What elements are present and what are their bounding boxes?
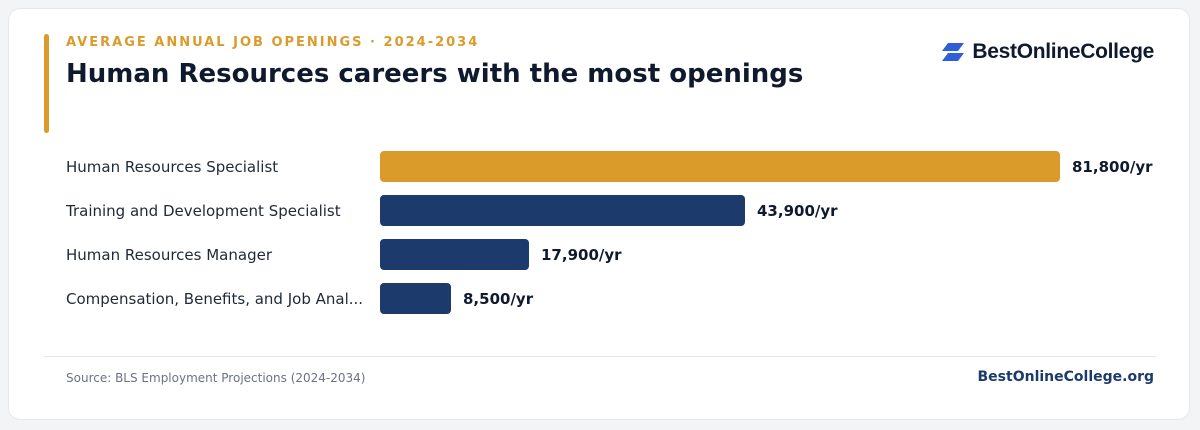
bar-value-label: 8,500/yr	[463, 290, 534, 308]
bar-value-label: 43,900/yr	[757, 202, 838, 220]
bar-category-label: Human Resources Manager	[66, 246, 272, 264]
bar-value-label: 81,800/yr	[1072, 158, 1153, 176]
bar-row: Compensation, Benefits, and Job Anal... 8…	[9, 283, 1191, 315]
bar-value-label: 17,900/yr	[541, 246, 622, 264]
bar-category-label: Human Resources Specialist	[66, 158, 279, 176]
bar-category-label: Training and Development Specialist	[66, 202, 341, 220]
chart-card: AVERAGE ANNUAL JOB OPENINGS · 2024-2034 …	[8, 8, 1190, 420]
bar	[380, 283, 451, 314]
bar-row: Human Resources Manager 17,900/yr	[9, 239, 1191, 271]
bar-row: Training and Development Specialist 43,90…	[9, 195, 1191, 227]
brand-name: BestOnlineCollege	[972, 40, 1154, 63]
chart-title: Human Resources careers with the most op…	[66, 59, 804, 89]
footer-site-link[interactable]: BestOnlineCollege.org	[977, 369, 1154, 385]
footer-divider	[44, 356, 1156, 357]
chart-eyebrow: AVERAGE ANNUAL JOB OPENINGS · 2024-2034	[66, 35, 480, 50]
bar	[380, 239, 529, 270]
bar-chart: Human Resources Specialist 81,800/yr Train…	[9, 145, 1191, 325]
parallelogram-stack-icon	[941, 42, 965, 62]
brand-logo[interactable]: BestOnlineCollege	[941, 40, 1154, 64]
bar-category-label: Compensation, Benefits, and Job Anal...	[66, 290, 364, 308]
source-note: Source: BLS Employment Projections (2024…	[66, 371, 366, 385]
bar	[380, 151, 1060, 182]
accent-bar	[44, 34, 49, 133]
bar-row: Human Resources Specialist 81,800/yr	[9, 151, 1191, 183]
bar	[380, 195, 745, 226]
